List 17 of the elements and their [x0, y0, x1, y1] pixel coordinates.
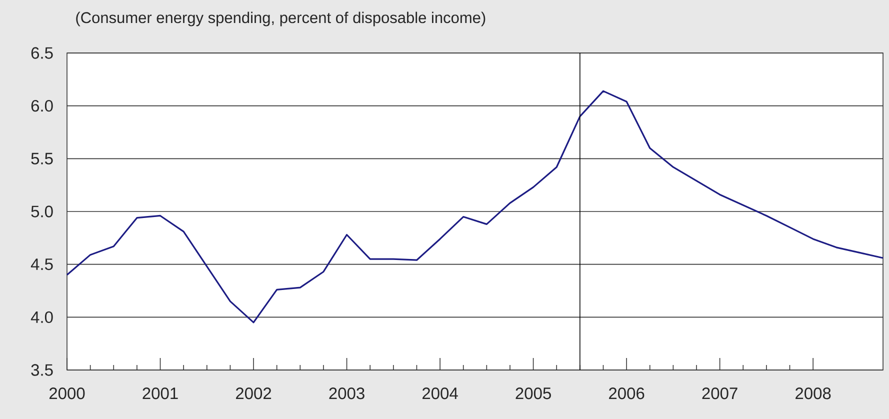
chart-title: (Consumer energy spending, percent of disposable income): [76, 12, 486, 26]
x-tick-label: 2008: [796, 388, 831, 400]
x-tick-label: 2003: [329, 388, 364, 400]
x-tick-label: 2001: [142, 388, 178, 400]
y-tick-label: 5.0: [31, 206, 53, 218]
y-tick-label: 5.5: [31, 152, 53, 164]
y-tick-label: 6.0: [31, 100, 53, 112]
y-tick-label: 6.5: [31, 47, 53, 59]
x-tick-label: 2007: [702, 388, 738, 400]
x-tick-label: 2005: [516, 388, 551, 400]
x-tick-label: 2004: [422, 388, 458, 400]
y-tick-label: 3.5: [31, 364, 53, 376]
x-tick-label: 2006: [609, 388, 644, 400]
x-tick-label: 2002: [236, 388, 272, 400]
y-tick-label: 4.0: [30, 311, 53, 323]
y-tick-label: 4.5: [30, 258, 53, 270]
x-tick-label: 2000: [49, 388, 85, 400]
